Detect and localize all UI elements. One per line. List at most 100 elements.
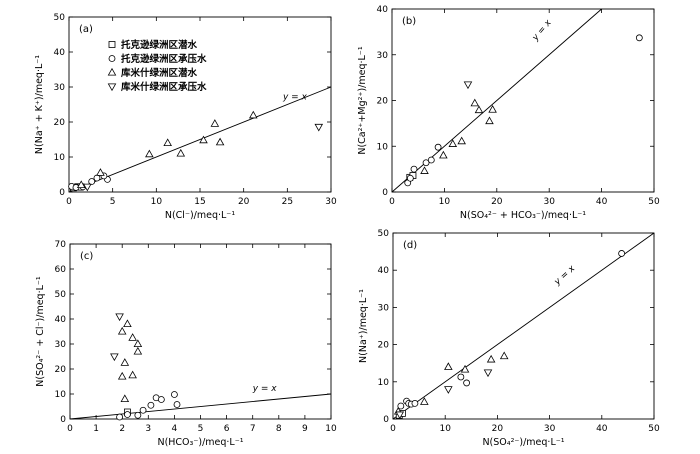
data-point-tri-down: [463, 81, 473, 90]
y-tick-label: 10: [55, 390, 67, 400]
data-point-tri-down: [115, 313, 124, 322]
data-point-circle: [157, 396, 165, 403]
x-tick-label: 30: [543, 197, 555, 207]
x-tick-label: 50: [648, 197, 660, 207]
data-point-tri-up: [128, 333, 137, 341]
plot-frame: [69, 243, 332, 420]
y-tick-label: 50: [54, 13, 66, 23]
data-point-circle: [124, 411, 131, 418]
data-point-circle: [397, 402, 405, 410]
data-point-circle: [88, 178, 96, 185]
legend-label: 托克逊绿洲区潜水: [121, 39, 198, 51]
x-tick-label: 4: [172, 424, 178, 434]
data-point-circle: [173, 401, 181, 408]
x-tick-label: 30: [325, 197, 337, 207]
data-point-tri-up: [248, 110, 258, 119]
y-tick-label: 40: [54, 48, 66, 58]
y-tick-label: 30: [377, 51, 389, 61]
data-point-tri-up: [470, 98, 480, 107]
y-tick-label: 20: [377, 97, 389, 107]
x-tick-label: 0: [66, 197, 72, 207]
data-point-tri-up: [117, 326, 127, 335]
x-tick-label: 40: [596, 197, 608, 207]
data-point-tri-up: [133, 339, 143, 348]
x-tick-label: 9: [302, 424, 308, 434]
x-tick-label: 40: [596, 424, 608, 434]
data-point-circle: [93, 174, 101, 182]
y-tick-label: 10: [54, 153, 66, 163]
data-point-tri-up: [448, 139, 458, 147]
chart-panel-4: [392, 232, 655, 420]
legend: [107, 41, 117, 92]
data-point-tri-up: [485, 116, 494, 125]
y-tick-label: 60: [55, 265, 67, 275]
x-tick-label: 0: [389, 197, 395, 207]
plot-frame: [392, 232, 655, 420]
data-point-circle: [463, 379, 471, 387]
x-tick-label: 7: [250, 424, 256, 434]
y-tick-label: 20: [54, 118, 66, 128]
data-point-tri-up: [76, 180, 86, 189]
x-axis-label: N(SO₄²⁻)/meq·L⁻¹: [482, 437, 564, 448]
y-axis-label: N(Na⁺)/meq·L⁻¹: [358, 289, 369, 363]
data-point-circle: [170, 391, 178, 398]
panel-label: (a): [79, 24, 93, 35]
data-point-tri-up: [120, 394, 130, 403]
data-point-tri-down: [444, 386, 453, 394]
x-tick-label: 8: [276, 424, 282, 434]
data-point-circle: [635, 34, 643, 42]
legend-marker-square: [108, 41, 116, 48]
data-point-circle: [427, 156, 435, 164]
x-tick-label: 10: [439, 197, 451, 207]
data-point-tri-up: [128, 370, 137, 379]
legend-marker-circle: [108, 55, 116, 62]
y-tick-label: 0: [59, 188, 65, 198]
data-point-circle: [411, 399, 419, 407]
y-tick-label: 40: [55, 315, 67, 325]
y-tick-label: 40: [378, 266, 390, 276]
data-point-tri-up: [457, 136, 466, 145]
data-point-tri-up: [420, 166, 429, 174]
y-tick-label: 0: [383, 415, 389, 425]
data-point-tri-up: [145, 149, 154, 158]
legend-marker-tri-up: [107, 67, 117, 76]
y-tick-label: 40: [377, 5, 389, 15]
x-tick-label: 5: [110, 197, 116, 207]
data-point-circle: [410, 165, 418, 173]
data-point-tri-down: [83, 183, 92, 192]
data-point-tri-up: [474, 105, 484, 114]
data-point-tri-up: [499, 351, 509, 360]
data-point-tri-up: [488, 105, 497, 113]
plot-frame: [391, 8, 655, 193]
chart-panel-2: [391, 8, 655, 193]
data-point-tri-down: [314, 123, 324, 132]
x-tick-label: 20: [491, 197, 503, 207]
data-point-tri-up: [215, 137, 225, 146]
data-point-circle: [139, 406, 147, 414]
x-tick-label: 2: [119, 424, 125, 434]
chart-panel-3: [69, 243, 332, 421]
reference-line-label: y = x: [282, 92, 308, 102]
chart-panel-1: [68, 16, 332, 193]
y-tick-label: 50: [55, 290, 67, 300]
x-axis-label: N(HCO₃⁻)/meq·L⁻¹: [157, 437, 243, 448]
x-axis-label: N(Cl⁻)/meq·L⁻¹: [165, 210, 235, 221]
x-tick-label: 15: [194, 197, 205, 207]
data-point-tri-up: [133, 346, 143, 355]
data-point-tri-up: [460, 364, 470, 373]
x-tick-label: 5: [198, 424, 204, 434]
data-point-tri-up: [176, 148, 186, 157]
y-axis-label: N(Na⁺ + K⁺)/meq·L⁻¹: [34, 55, 45, 154]
data-point-tri-up: [96, 168, 105, 176]
data-point-circle: [457, 373, 465, 381]
y-tick-label: 30: [378, 303, 390, 313]
plot-frame: [68, 16, 332, 193]
reference-line: [69, 393, 332, 420]
x-tick-label: 25: [282, 197, 293, 207]
data-point-tri-up: [210, 119, 220, 127]
panel-label: (d): [403, 240, 417, 251]
legend-marker-tri-down: [107, 83, 117, 92]
y-tick-label: 10: [377, 142, 389, 152]
data-point-circle: [134, 411, 142, 419]
